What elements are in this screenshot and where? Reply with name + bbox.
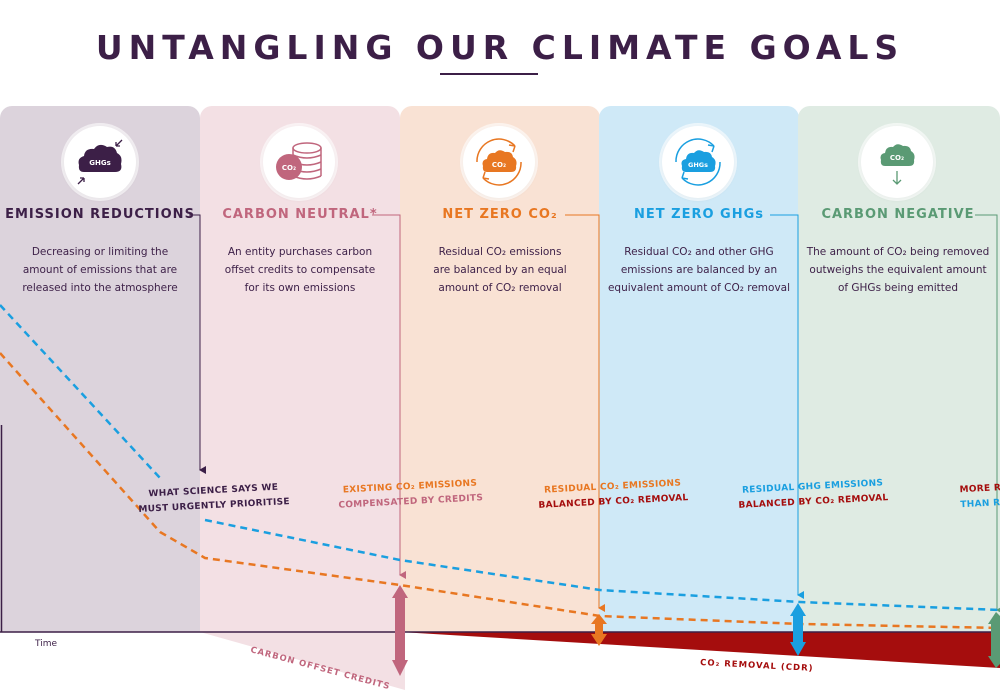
svg-text:GHGs: GHGs	[688, 161, 708, 169]
carbon-offset-wedge	[200, 632, 405, 690]
title-underline	[440, 73, 538, 75]
svg-text:CO₂: CO₂	[492, 161, 506, 169]
desc-net-zero-ghgs: Residual CO₂ and other GHG emissions are …	[607, 246, 791, 294]
svg-text:CO₂: CO₂	[282, 164, 296, 172]
ghgs-cycle-icon: GHGs	[662, 126, 734, 198]
heading-emission-reductions: EMISSION REDUCTIONS	[5, 207, 195, 222]
negative-double-arrow	[988, 612, 1000, 668]
connector-net-zero-ghgs	[770, 214, 804, 599]
desc-emission-reductions: Decreasing or limiting the amount of emis…	[22, 246, 178, 294]
icon-text: GHGs	[89, 159, 111, 167]
svg-text:CO₂: CO₂	[890, 154, 904, 162]
ghgs-cloud-icon: GHGs	[64, 126, 136, 198]
more-removal-label: MORE RE THAN RE	[959, 482, 1000, 511]
co2-removal-label: CO₂ REMOVAL (CDR)	[700, 658, 814, 674]
heading-net-zero-ghgs: NET ZERO GHGs	[633, 207, 764, 222]
co2-removal-wedge	[400, 632, 1000, 668]
heading-carbon-negative: CARBON NEGATIVE	[821, 207, 975, 222]
heading-net-zero-co2: NET ZERO CO₂	[442, 207, 558, 222]
desc-net-zero-co2: Residual CO₂ emissions are balanced by an…	[433, 246, 567, 294]
desc-carbon-negative: The amount of CO₂ being removed outweighs…	[806, 246, 990, 294]
ghg-removal-double-arrow	[790, 603, 806, 656]
connector-carbon-neutral	[372, 214, 406, 579]
connector-carbon-negative	[975, 214, 1000, 614]
connector-net-zero-co2	[565, 214, 605, 612]
time-label: Time	[34, 639, 57, 649]
heading-carbon-neutral: CARBON NEUTRAL*	[222, 207, 378, 222]
co2-down-icon: CO₂	[861, 126, 933, 198]
co2-cycle-icon: CO₂	[463, 126, 535, 198]
blue-dashed-pathway	[0, 304, 1000, 612]
connector-emission-reductions	[189, 214, 206, 474]
offset-double-arrow	[392, 585, 408, 676]
page-title: UNTANGLING OUR CLIMATE GOALS	[95, 28, 905, 67]
co2-coins-icon: CO₂	[263, 126, 335, 198]
desc-carbon-neutral: An entity purchases carbon offset credits…	[224, 246, 376, 294]
co2-removal-double-arrow	[591, 614, 607, 646]
